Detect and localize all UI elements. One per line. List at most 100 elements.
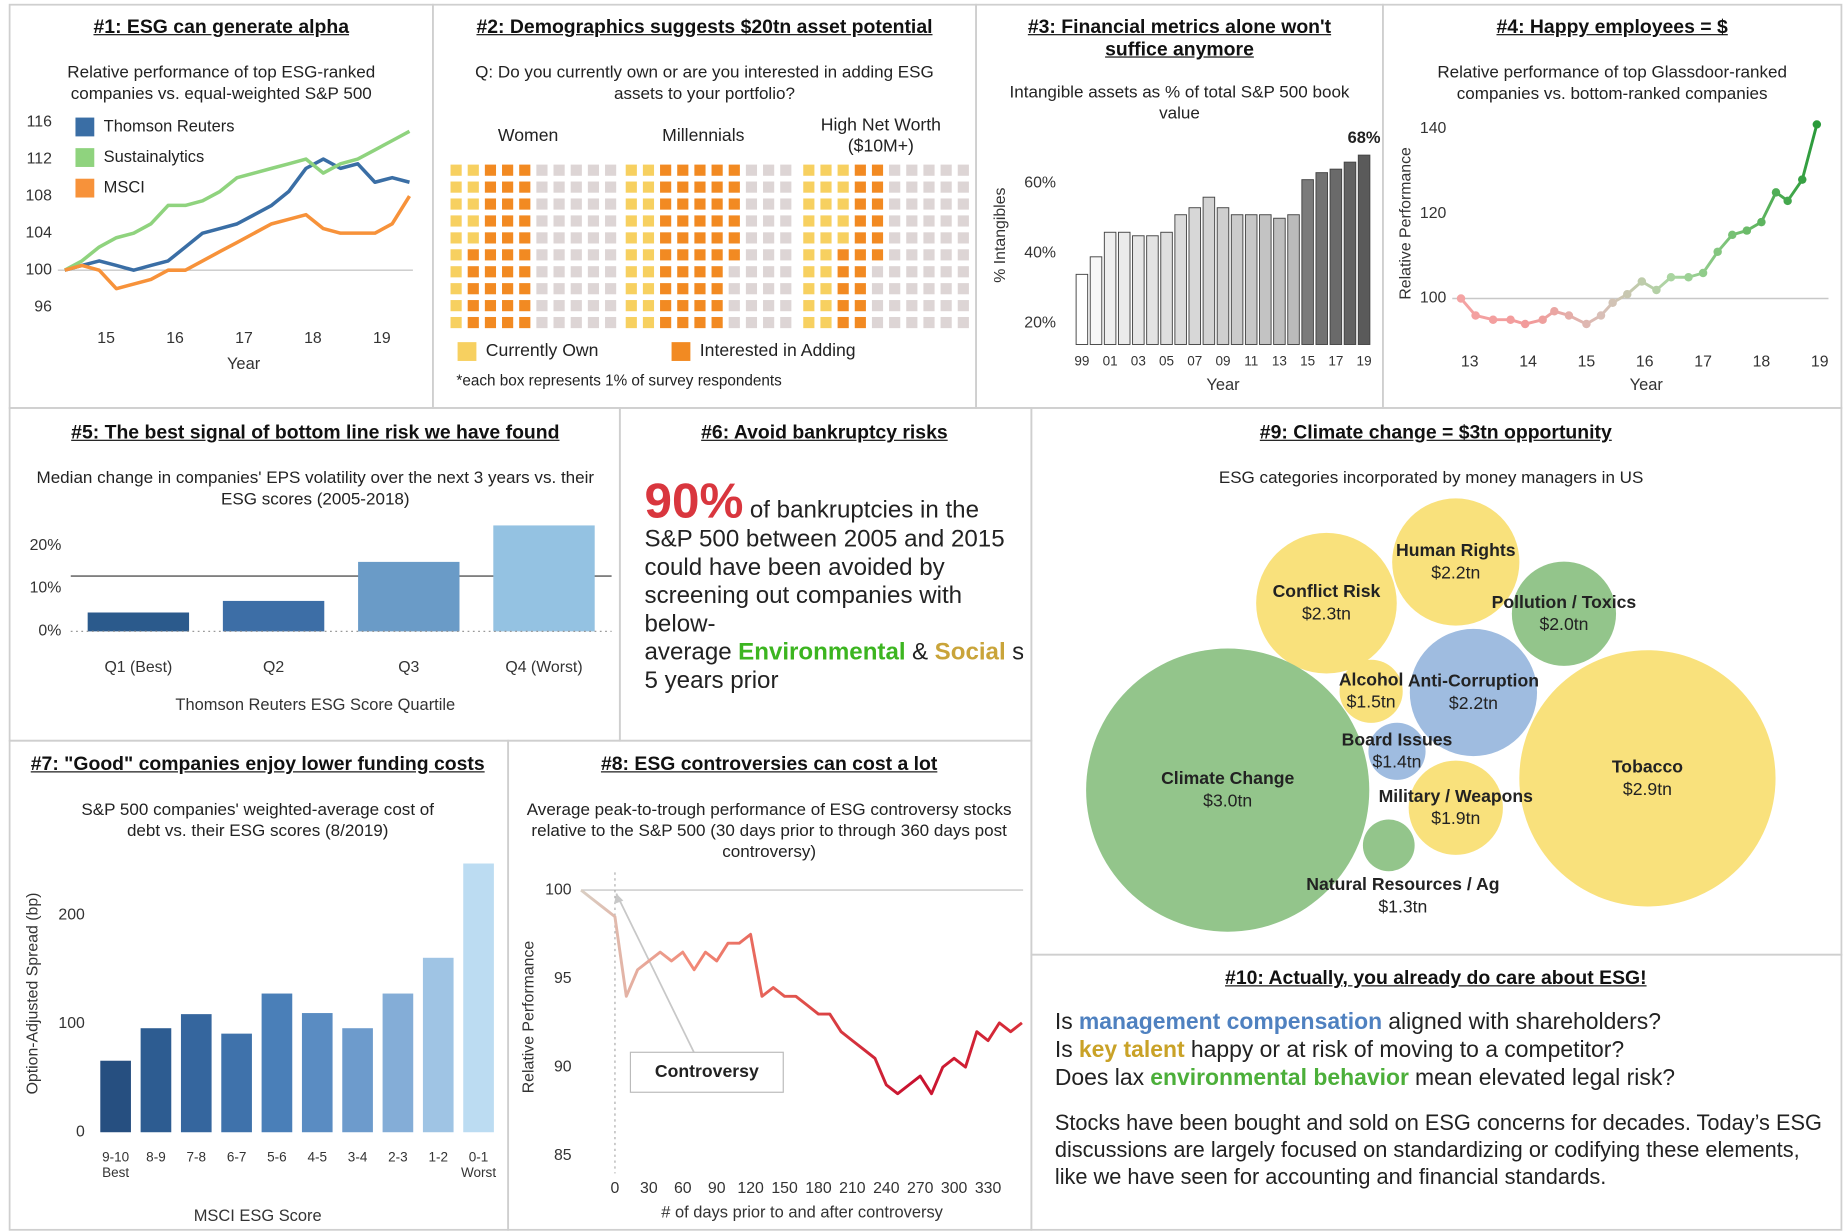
empty-cell <box>570 198 582 210</box>
empty-cell <box>553 198 565 210</box>
waffle-cell <box>820 316 832 329</box>
waffle-cell <box>660 232 672 244</box>
bar <box>87 612 190 632</box>
empty-cell <box>587 266 600 278</box>
bubble <box>1362 819 1415 872</box>
annotation-arrowhead <box>613 893 624 905</box>
empty-cell <box>923 283 935 295</box>
questions-box: Is management compensation aligned with sh… <box>1054 1008 1822 1189</box>
empty-cell <box>553 232 565 244</box>
waffle-cell <box>660 249 672 261</box>
empty-cell <box>906 283 918 295</box>
y-tick-label: 140 <box>1420 120 1447 137</box>
x-tick-label: 19 <box>1357 354 1372 369</box>
waffle-cell <box>677 181 689 193</box>
legend-label: Currently Own <box>486 340 599 360</box>
bubble <box>1408 760 1503 855</box>
panel-frame <box>1030 953 1843 1231</box>
x-tick-label: 16 <box>1636 353 1654 370</box>
empty-cell <box>906 215 918 227</box>
bubble-label: Climate Change <box>1161 768 1294 788</box>
y-tick-label: 100 <box>1420 290 1447 307</box>
waffle-cell <box>519 316 531 329</box>
waffle-cell <box>642 283 655 295</box>
waffle-cell <box>677 232 689 244</box>
chart-title: #3: Financial metrics alone won't suffic… <box>1027 16 1332 60</box>
empty-cell <box>906 249 918 261</box>
empty-cell <box>763 249 775 261</box>
bar <box>422 957 454 1133</box>
bar <box>1174 214 1187 345</box>
waffle-cell <box>484 316 497 329</box>
waffle-cell <box>625 215 637 227</box>
point <box>1538 315 1547 324</box>
x-tick-label: 5-6 <box>267 1150 287 1165</box>
x-tick-label: 07 <box>1187 354 1202 369</box>
empty-cell <box>605 215 617 227</box>
group-label: Women <box>497 125 559 146</box>
waffle-cell <box>694 198 706 210</box>
annotation-label: Controversy <box>655 1061 759 1081</box>
x-tick-label: 7-8 <box>187 1150 207 1165</box>
empty-cell <box>957 316 969 329</box>
waffle-cell <box>484 266 497 278</box>
x-axis-title: Thomson Reuters ESG Score Quartile <box>175 696 455 714</box>
empty-cell <box>889 181 901 193</box>
waffle-cell <box>502 232 514 244</box>
waffle-cell <box>820 232 832 244</box>
waffle-cell <box>642 316 655 329</box>
bubble-label: Alcohol <box>1339 669 1404 689</box>
statement-end: scores 5 years prior <box>644 638 1024 694</box>
bubble-value: $2.9tn <box>1623 779 1672 799</box>
question-start: Is <box>1054 1008 1073 1035</box>
empty-cell <box>605 181 617 193</box>
bubble <box>1511 561 1617 666</box>
empty-cell <box>570 164 582 176</box>
legend-label: MSCI <box>104 178 145 196</box>
y-tick-label: 20% <box>30 537 62 554</box>
waffle-cell <box>711 232 723 244</box>
chart-subtitle-box: Median change in companies' EPS volatili… <box>37 469 595 509</box>
question-start: Is <box>1054 1037 1073 1063</box>
waffle-cell <box>660 316 672 329</box>
y-tick-label: 85 <box>554 1147 572 1164</box>
empty-cell <box>940 283 952 295</box>
bar <box>1230 214 1244 345</box>
chart-subtitle-box: Intangible assets as % of total S&P 500 … <box>1010 83 1350 123</box>
waffle-cell <box>837 266 849 278</box>
waffle-cell <box>677 300 689 312</box>
bar <box>1259 214 1272 345</box>
empty-cell <box>587 198 600 210</box>
y-tick-label: 0% <box>38 623 61 640</box>
waffle-cell <box>694 300 706 312</box>
x-tick-label: 0-1 <box>469 1150 489 1165</box>
point <box>1742 226 1752 235</box>
bubble-label: Human Rights <box>1396 540 1516 560</box>
chart-subtitle-box: S&P 500 companies' weighted-average cost… <box>81 801 434 841</box>
waffle-cell <box>642 198 655 210</box>
waffle-cell <box>660 283 672 295</box>
x-tick-label: 18 <box>1753 353 1771 370</box>
empty-cell <box>553 283 565 295</box>
waffle-cell <box>467 316 479 329</box>
x-tick-label: 60 <box>674 1180 692 1197</box>
waffle-cell <box>837 215 849 227</box>
chart-title-box: #3: Financial metrics alone won't suffic… <box>1027 16 1332 60</box>
waffle-cell <box>820 249 832 261</box>
waffle-cell <box>450 164 462 176</box>
waffle-cell <box>871 249 884 261</box>
x-tick-label: 13 <box>1461 353 1479 370</box>
waffle-cell <box>660 266 672 278</box>
y-tick-label: 100 <box>58 1015 85 1032</box>
waffle-cell <box>660 198 672 210</box>
panel-title-box: #10: Actually, you already do care about… <box>1225 968 1647 989</box>
empty-cell <box>923 249 935 261</box>
empty-cell <box>957 249 969 261</box>
waffle-cell <box>837 181 849 193</box>
empty-cell <box>780 232 792 244</box>
empty-cell <box>745 266 758 278</box>
chart-title: #1: ESG can generate alpha <box>93 16 350 38</box>
x-tick-label: 6-7 <box>227 1150 247 1165</box>
waffle-cell <box>625 316 637 329</box>
